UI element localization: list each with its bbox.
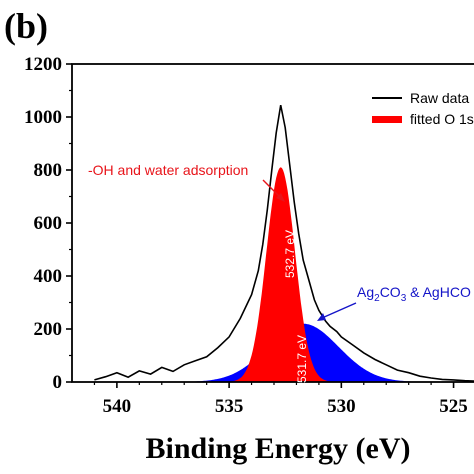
y-tick-label: 1200 — [24, 54, 62, 75]
peak-fills — [161, 167, 454, 382]
y-tick-label: 800 — [34, 160, 63, 181]
ag-arrow — [321, 302, 357, 319]
blue-peak-label: 531.7 eV — [295, 335, 309, 383]
oh-arrowhead — [276, 193, 285, 202]
red-peak-label: 532.7 eV — [283, 230, 297, 278]
panel-label: (b) — [4, 6, 48, 46]
x-tick-label: 530 — [327, 396, 356, 417]
x-axis-ticks: 540 535 530 525 — [93, 382, 468, 417]
legend-fit-label: fitted O 1s — [410, 111, 474, 127]
raw-data-line — [94, 104, 474, 382]
x-tick-label: 535 — [215, 396, 244, 417]
y-tick-label: 0 — [53, 372, 63, 393]
y-tick-label: 1000 — [24, 107, 62, 128]
legend: Raw data fitted O 1s — [372, 90, 474, 127]
oh-arrow — [262, 179, 282, 199]
ag-arrowhead — [317, 313, 326, 321]
y-tick-label: 600 — [34, 213, 63, 234]
oh-annotation: -OH and water adsorption — [88, 162, 248, 178]
y-tick-label: 400 — [34, 266, 63, 287]
x-tick-label: 525 — [439, 396, 468, 417]
legend-raw-label: Raw data — [410, 90, 469, 106]
y-axis-ticks: 0 200 400 600 800 1000 1200 — [24, 54, 72, 393]
x-axis-title: Binding Energy (eV) — [145, 432, 410, 465]
y-tick-label: 200 — [34, 319, 63, 340]
ag-annotation: Ag2CO3 & AgHCO — [357, 284, 471, 304]
x-tick-label: 540 — [103, 396, 132, 417]
legend-fit-swatch — [372, 116, 402, 123]
